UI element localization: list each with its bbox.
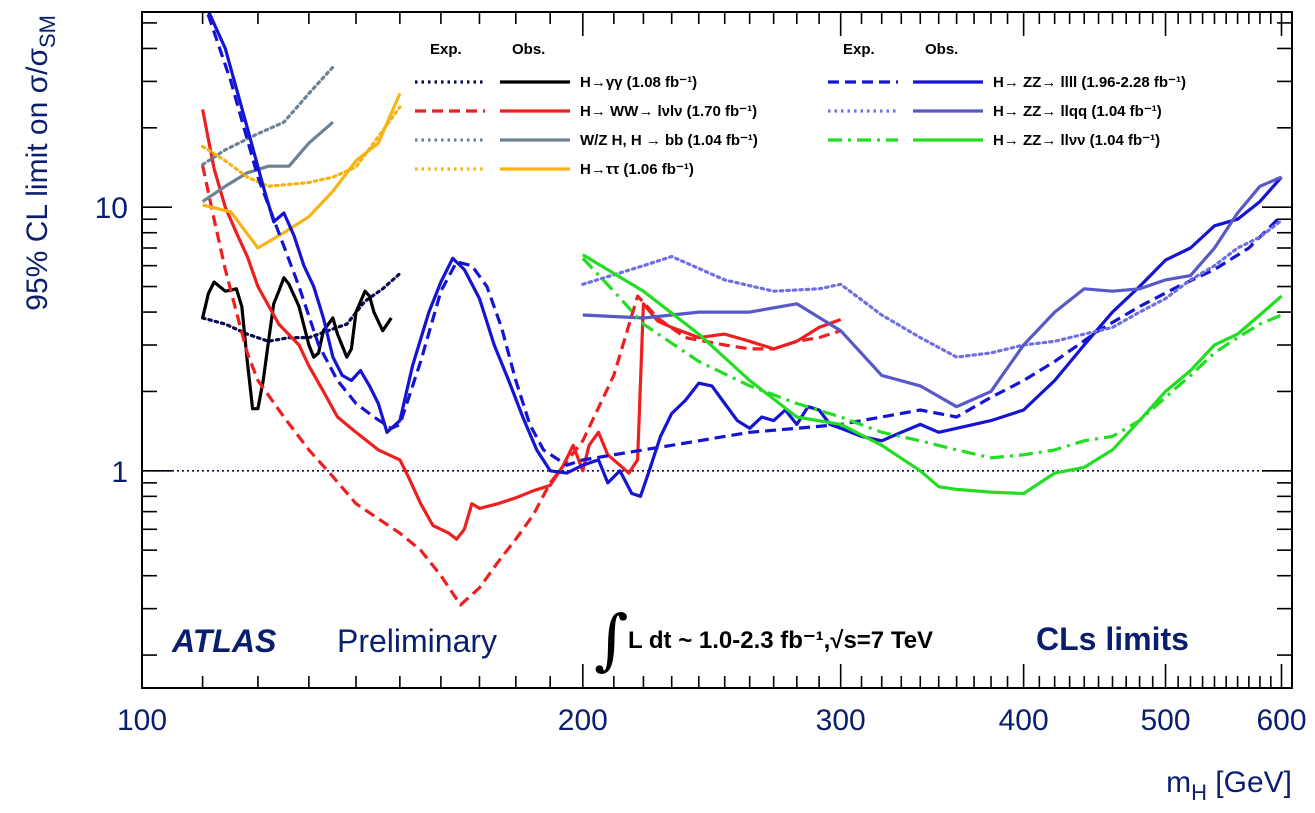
legend-right-label: H→ ZZ→ llνν (1.04 fb⁻¹) (993, 132, 1160, 149)
x-axis-title: mH [GeV] (1166, 766, 1292, 805)
integral-symbol: ∫ (594, 601, 628, 678)
legend-left-label: H→ WW→ lνlν (1.70 fb⁻¹) (580, 103, 757, 120)
y-tick-label: 10 (95, 192, 128, 225)
series-line-2-exp (201, 165, 842, 607)
series-line-8-exp (205, 12, 1283, 467)
series-line-4-exp (201, 65, 335, 167)
legend-left-head-exp: Exp. (430, 41, 462, 58)
legend-right-head-exp: Exp. (843, 41, 875, 58)
series-line-9-obs (207, 12, 1283, 498)
legend: Exp. Obs. H→γγ (1.08 fb⁻¹) H→ WW→ lνlν (1.7… (415, 41, 1186, 178)
x-tick-label: 400 (999, 704, 1049, 737)
cls-limits-label: CLs limits (1036, 621, 1189, 657)
series-line-13-obs (581, 253, 1283, 496)
series-line-12-exp (581, 257, 1283, 460)
legend-left-label: H→ττ (1.06 fb⁻¹) (580, 161, 694, 178)
plot-frame (141, 11, 1293, 689)
x-tick-label: 100 (117, 704, 167, 737)
series-line-3-obs (201, 109, 842, 541)
series-layer (201, 12, 1284, 607)
series-line-10-exp (581, 218, 1284, 359)
legend-left-label: H→γγ (1.08 fb⁻¹) (580, 74, 697, 91)
y-axis-title: 95% CL limit on σ/σSM (21, 15, 60, 311)
axis-tick-labels: 100 200 300 400 500 600 1 10 (95, 192, 1307, 737)
series-line-5-obs (201, 120, 334, 203)
luminosity-label: L dt ~ 1.0-2.3 fb⁻¹,√s=7 TeV (628, 627, 933, 654)
series-line-6-exp (201, 105, 402, 188)
legend-right-label: H→ ZZ→ llqq (1.04 fb⁻¹) (993, 103, 1162, 120)
legend-right-label: H→ ZZ→ llll (1.96-2.28 fb⁻¹) (993, 74, 1186, 91)
y-tick-label: 1 (111, 456, 128, 489)
x-tick-label: 300 (816, 704, 866, 737)
series-line-7-obs (202, 92, 402, 250)
legend-left-head-obs: Obs. (512, 41, 545, 58)
annotation-block: ATLAS Preliminary ∫ L dt ~ 1.0-2.3 fb⁻¹,… (171, 601, 1189, 678)
x-tick-label: 600 (1256, 704, 1306, 737)
legend-left-label: W/Z H, H → bb (1.04 fb⁻¹) (580, 132, 758, 149)
series-line-1-obs (201, 276, 393, 411)
x-tick-label: 500 (1141, 704, 1191, 737)
legend-right-head-obs: Obs. (925, 41, 958, 58)
x-tick-label: 200 (558, 704, 608, 737)
series-line-11-obs (582, 175, 1283, 409)
axis-ticks (141, 12, 1292, 688)
atlas-label: ATLAS (171, 623, 277, 659)
preliminary-label: Preliminary (337, 623, 497, 659)
